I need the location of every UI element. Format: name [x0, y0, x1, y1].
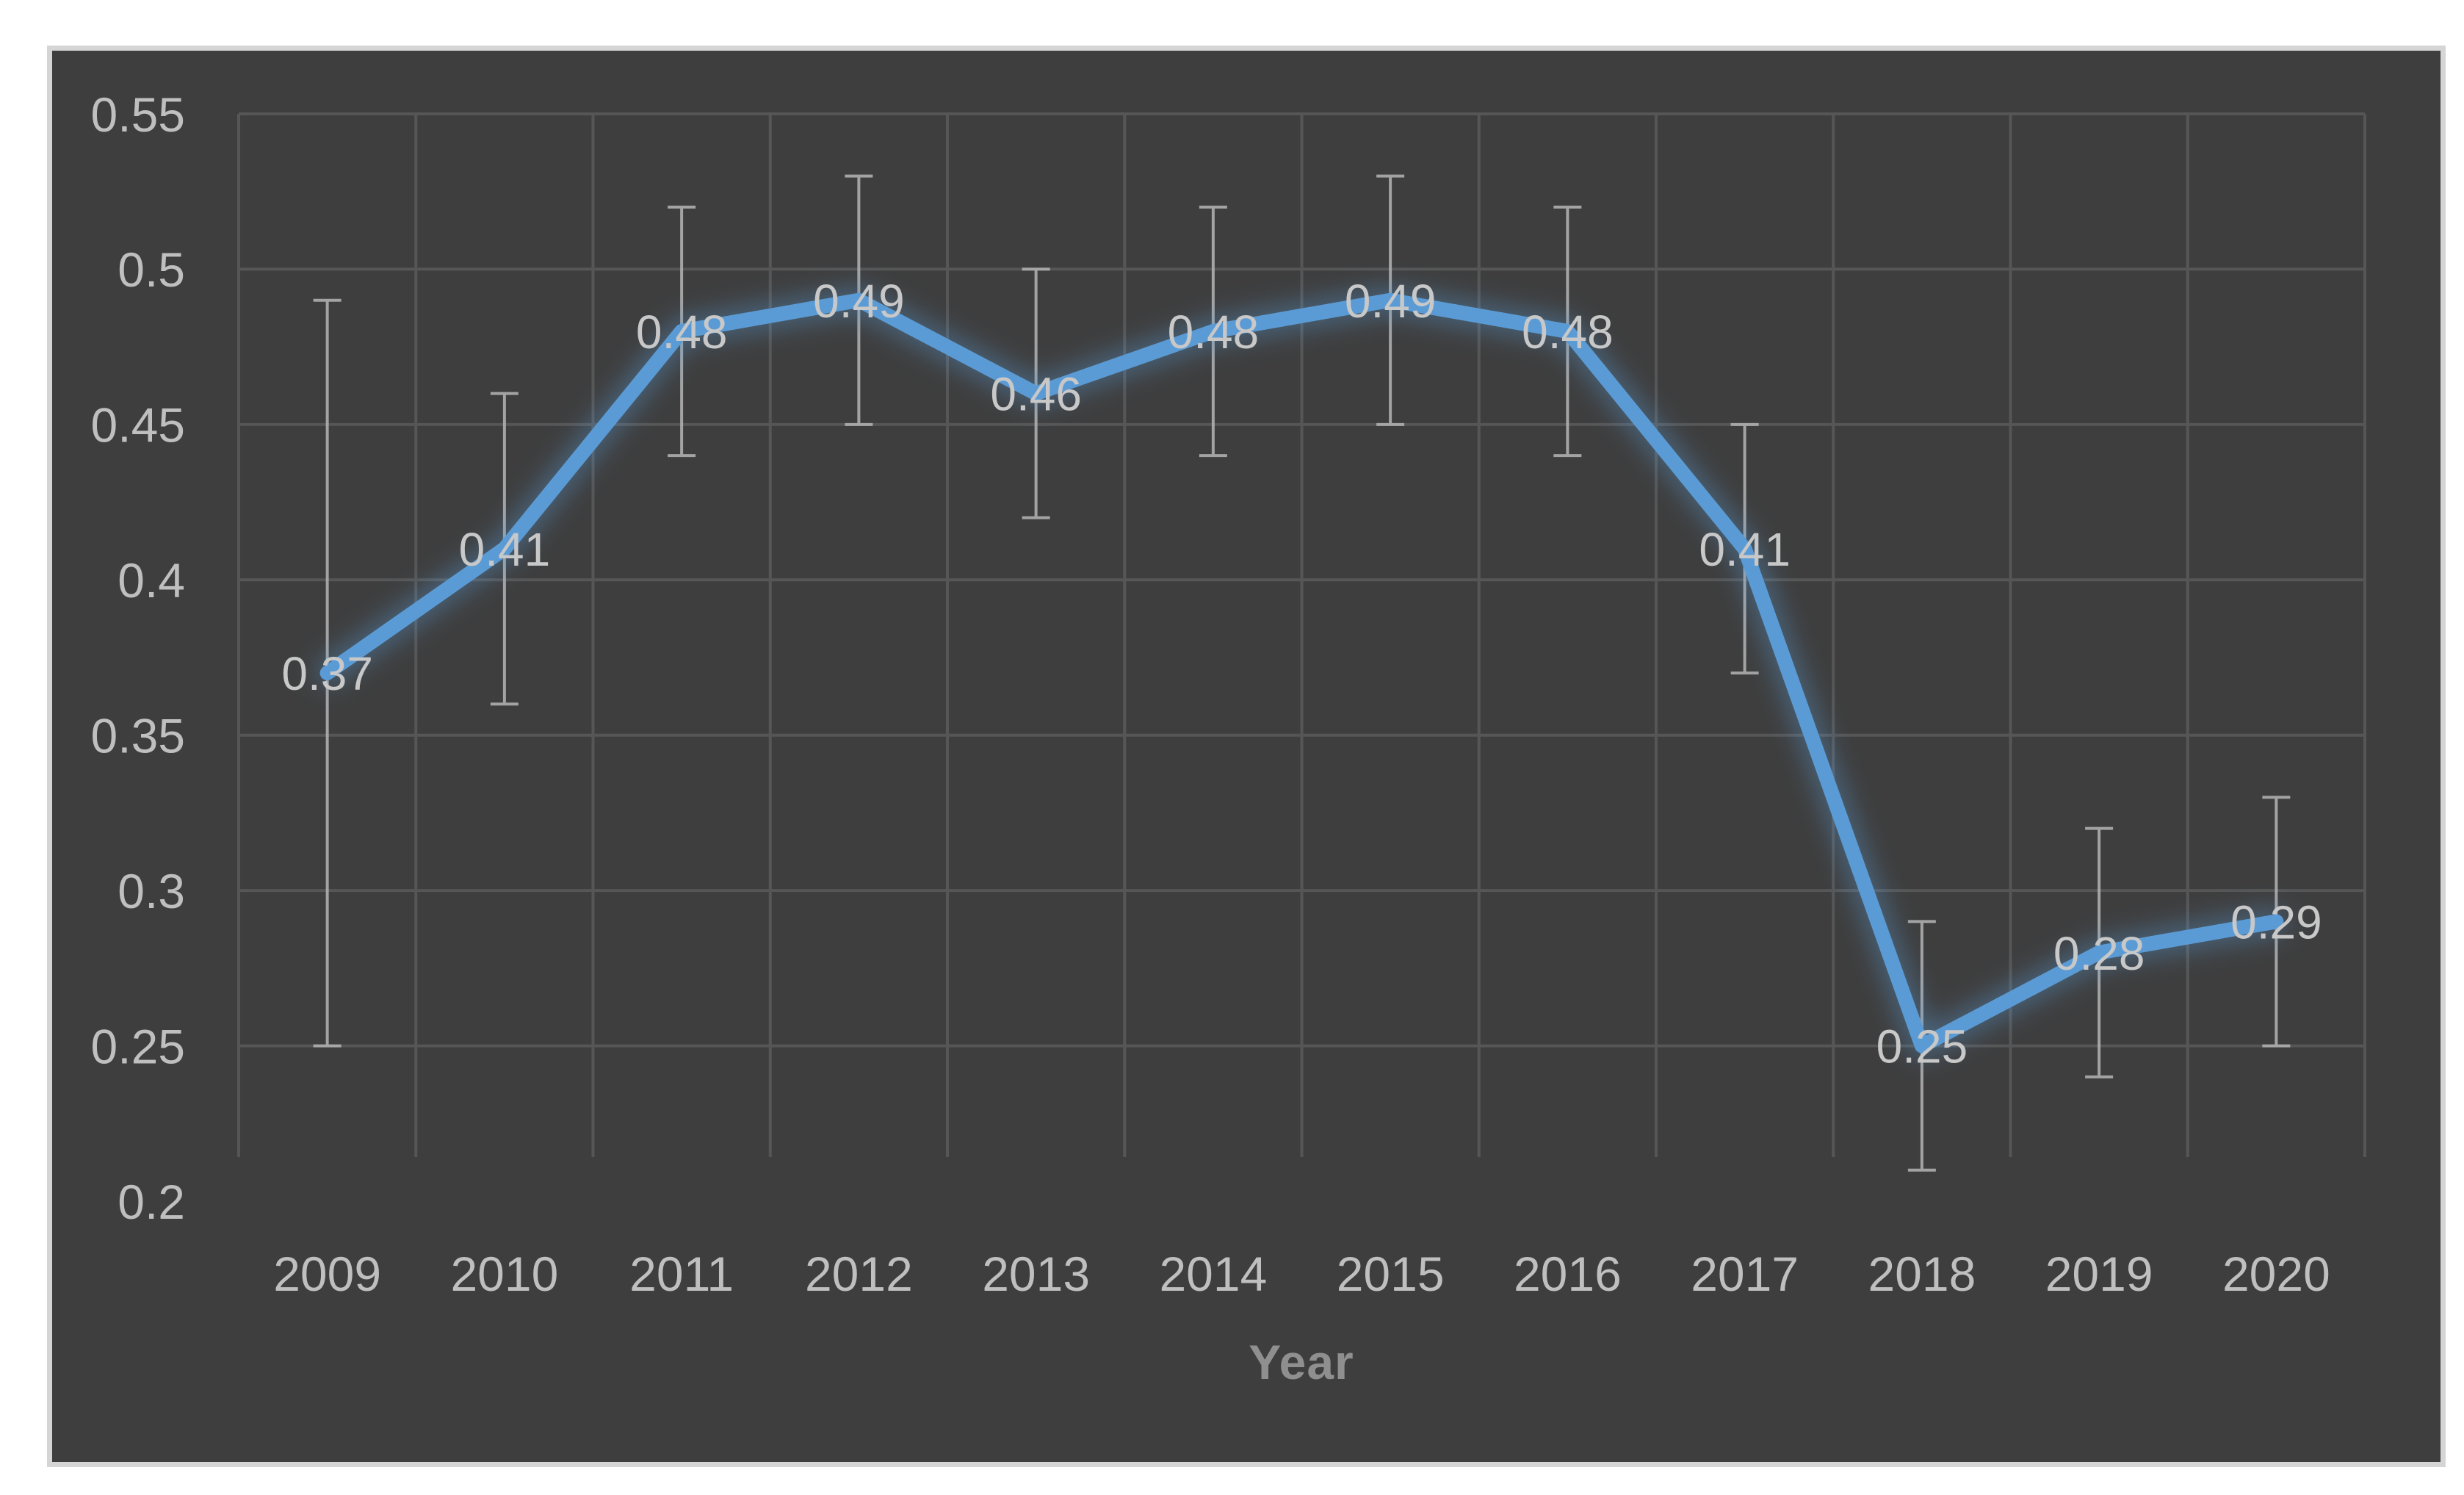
chart-panel: [47, 46, 2446, 1467]
x-axis-title: Year: [1249, 1335, 1354, 1389]
